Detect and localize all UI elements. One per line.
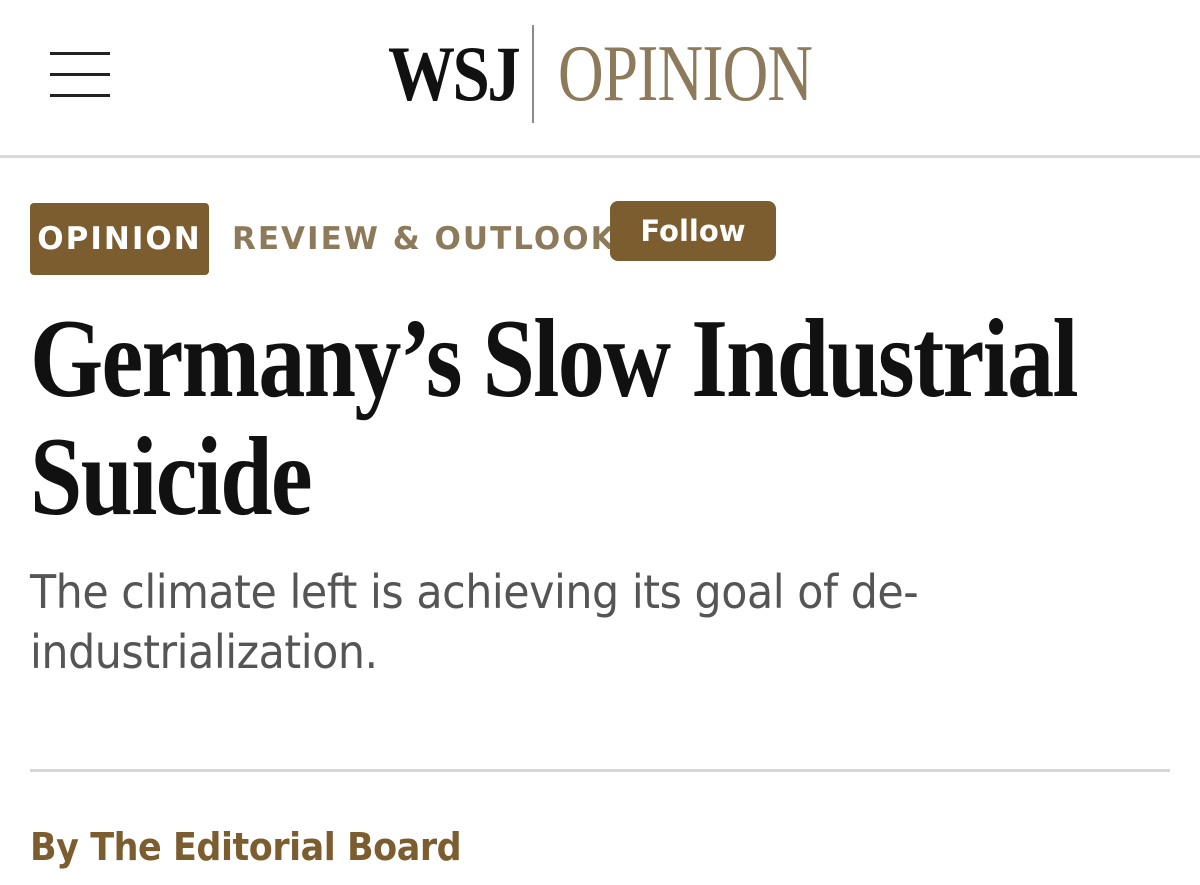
divider: [30, 769, 1170, 772]
menu-line: [50, 73, 110, 76]
brand-wordmark: WSJ: [388, 30, 521, 117]
follow-button[interactable]: Follow: [610, 201, 776, 261]
article-subheadline: The climate left is achieving its goal o…: [30, 565, 919, 679]
wsj-opinion-logo[interactable]: WSJ OPINION: [388, 22, 828, 126]
opinion-badge[interactable]: OPINION: [30, 203, 209, 275]
section-wordmark: OPINION: [558, 29, 813, 118]
article-headline: Germany’s Slow Industrial Suicide: [30, 297, 1079, 539]
article-tag-row: OPINION REVIEW & OUTLOOK Follow: [30, 201, 1170, 275]
top-navigation-bar: WSJ OPINION: [0, 0, 1200, 158]
menu-line: [50, 52, 110, 55]
article-byline[interactable]: By The Editorial Board: [30, 825, 462, 869]
logo-divider: [532, 25, 534, 123]
column-label[interactable]: REVIEW & OUTLOOK: [232, 221, 617, 257]
menu-line: [50, 94, 110, 97]
hamburger-menu-icon[interactable]: [50, 52, 112, 100]
